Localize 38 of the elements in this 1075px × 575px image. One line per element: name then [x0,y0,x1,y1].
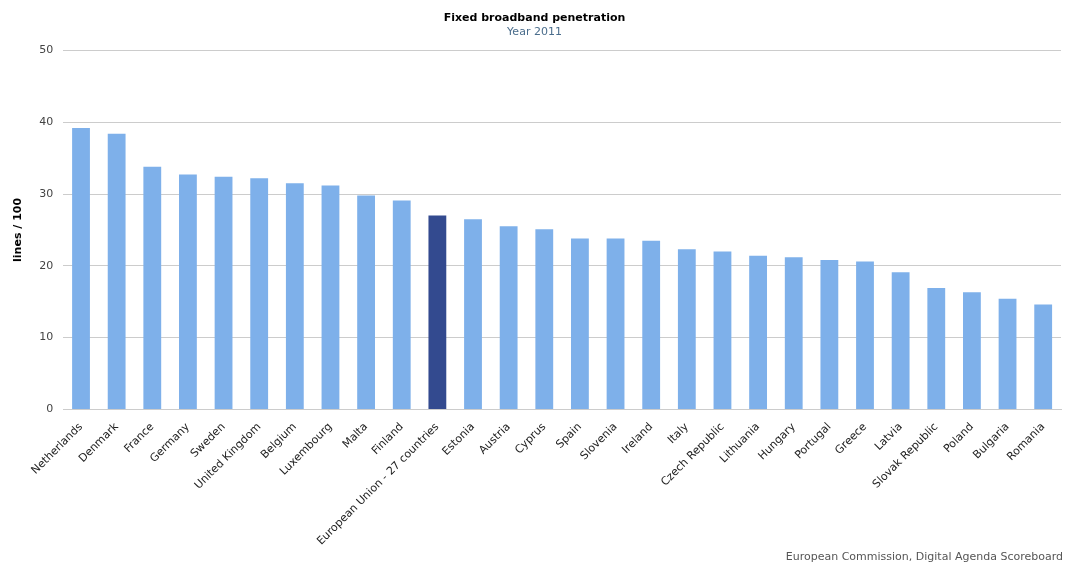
bar [464,219,482,409]
y-tick-label: 10 [39,330,54,344]
bar [250,178,269,409]
bar [677,249,696,409]
bar [392,200,411,409]
bar [784,257,803,409]
y-tick-label: 0 [46,402,54,416]
bar [107,133,126,409]
bar [499,226,518,409]
bar [285,183,304,409]
bar [749,255,767,409]
y-tick-label: 30 [39,186,54,200]
chart-subtitle: Year 2011 [506,24,562,38]
bar [143,166,162,409]
y-tick-label: 20 [39,258,54,272]
y-axis-title: lines / 100 [11,197,25,262]
bar [428,215,447,409]
y-tick-label: 50 [39,43,54,57]
bar [321,185,340,409]
text: European Commission, Digital Agenda Scoreboard [785,550,1063,564]
bar [214,176,233,409]
bar [856,261,874,409]
bar [535,229,554,409]
bar [1034,304,1053,409]
bar [998,298,1017,409]
bar [927,288,946,409]
y-tick-label: 40 [39,115,54,129]
bar [642,240,661,409]
bar [571,238,589,409]
bar [963,292,981,409]
bar [820,260,839,409]
chart-title: Fixed broadband penetration [443,11,626,25]
bar [891,272,910,409]
bar [179,174,197,409]
bar [713,251,732,409]
bar [606,238,625,409]
bar [72,127,90,409]
bar [357,195,376,409]
